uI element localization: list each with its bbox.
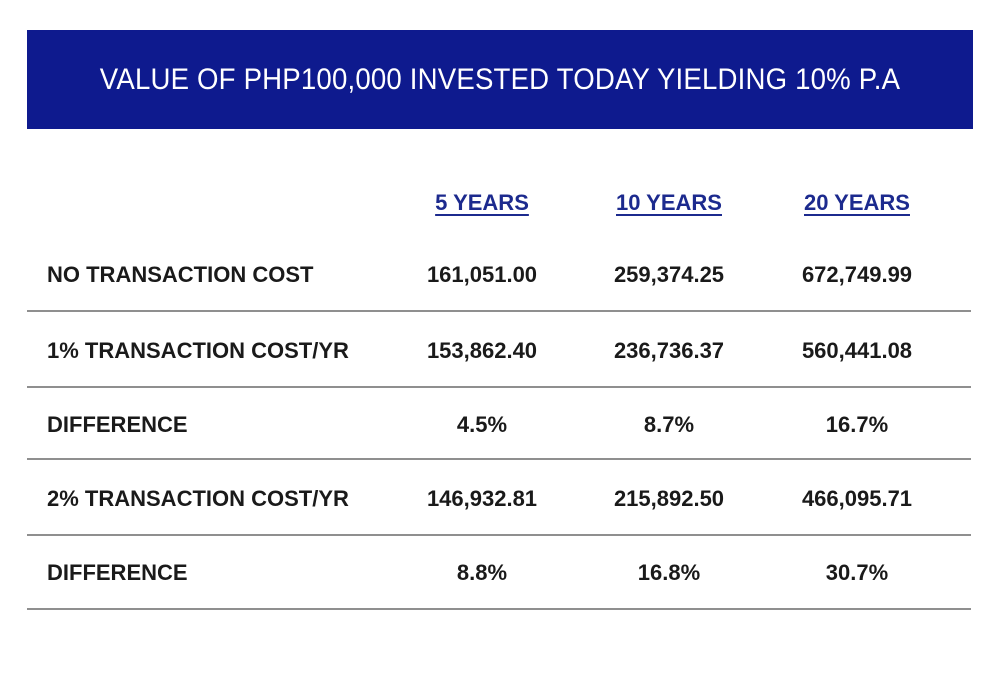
cell-value: 259,374.25 bbox=[613, 262, 725, 287]
column-header-10-years: 10 YEARS bbox=[616, 190, 722, 215]
column-header-5-years: 5 YEARS bbox=[435, 190, 529, 215]
table-header-row: 5 YEARS 10 YEARS 20 YEARS bbox=[27, 180, 971, 240]
cell-value: 236,736.37 bbox=[613, 338, 725, 363]
title-banner: VALUE OF PHP100,000 INVESTED TODAY YIELD… bbox=[27, 30, 973, 129]
cell-value: 146,932.81 bbox=[426, 486, 538, 511]
cell-value: 161,051.00 bbox=[426, 262, 538, 287]
cell-value: 153,862.40 bbox=[426, 338, 538, 363]
table-row: 1% TRANSACTION COST/YR 153,862.40 236,73… bbox=[27, 312, 971, 388]
cell-value: 16.8% bbox=[637, 560, 701, 585]
table-row: NO TRANSACTION COST 161,051.00 259,374.2… bbox=[27, 240, 971, 312]
cell-value: 4.5% bbox=[456, 412, 508, 437]
cell-value: 560,441.08 bbox=[801, 338, 913, 363]
row-label: DIFFERENCE bbox=[47, 560, 188, 585]
cell-value: 215,892.50 bbox=[613, 486, 725, 511]
row-label: DIFFERENCE bbox=[47, 412, 188, 437]
row-label: 1% TRANSACTION COST/YR bbox=[47, 338, 349, 363]
row-label: 2% TRANSACTION COST/YR bbox=[47, 486, 349, 511]
cell-value: 8.7% bbox=[643, 412, 695, 437]
chart-title: VALUE OF PHP100,000 INVESTED TODAY YIELD… bbox=[99, 62, 901, 96]
table-row: 2% TRANSACTION COST/YR 146,932.81 215,89… bbox=[27, 460, 971, 536]
cell-value: 30.7% bbox=[825, 560, 889, 585]
table-row: DIFFERENCE 4.5% 8.7% 16.7% bbox=[27, 388, 971, 460]
row-label: NO TRANSACTION COST bbox=[47, 262, 314, 287]
cell-value: 16.7% bbox=[825, 412, 889, 437]
data-table: 5 YEARS 10 YEARS 20 YEARS NO TRANSACTION… bbox=[27, 180, 971, 610]
cell-value: 8.8% bbox=[456, 560, 508, 585]
column-header-20-years: 20 YEARS bbox=[804, 190, 910, 215]
cell-value: 672,749.99 bbox=[801, 262, 913, 287]
cell-value: 466,095.71 bbox=[801, 486, 913, 511]
table-row: DIFFERENCE 8.8% 16.8% 30.7% bbox=[27, 536, 971, 610]
